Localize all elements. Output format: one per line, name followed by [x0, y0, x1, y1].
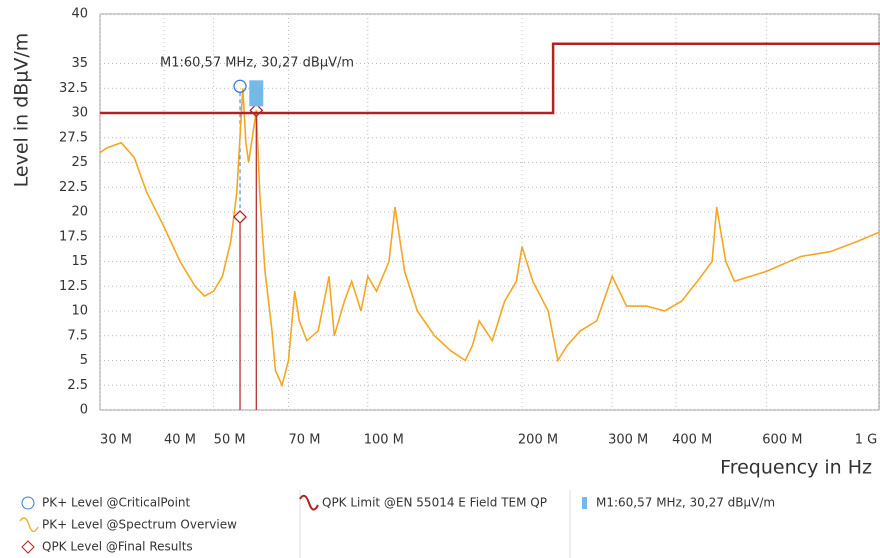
y-tick-label: 15 [71, 254, 88, 269]
y-tick-label: 0 [80, 403, 88, 418]
marker-annotation: M1:60,57 MHz, 30,27 dBµV/m [160, 56, 354, 71]
final-result-point [249, 103, 264, 118]
y-tick-label: 22.5 [59, 180, 88, 195]
final-result-point [233, 210, 247, 224]
x-tick-label: 200 M [518, 433, 558, 448]
y-tick-label: 30 [71, 106, 88, 121]
legend-label: PK+ Level @CriticalPoint [42, 496, 191, 510]
y-tick-label: 25 [71, 155, 88, 170]
y-tick-label: 12.5 [59, 279, 88, 294]
x-axis-label: Frequency in Hz [720, 457, 872, 479]
legend-icon [582, 497, 587, 509]
legend-label: PK+ Level @Spectrum Overview [42, 518, 237, 532]
y-tick-label: 7.5 [67, 328, 88, 343]
y-tick-label: 2.5 [67, 378, 88, 393]
x-tick-label: 400 M [672, 433, 712, 448]
x-tick-label: 100 M [364, 433, 404, 448]
x-tick-label: 70 M [289, 433, 321, 448]
y-tick-label: 10 [71, 304, 88, 319]
x-tick-label: 30 M [100, 433, 132, 448]
legend-icon [21, 540, 35, 554]
y-tick-label: 35 [71, 56, 88, 71]
critical-point [233, 79, 247, 93]
y-tick-label: 32.5 [59, 81, 88, 96]
legend-icon [299, 494, 319, 511]
legend-label: QPK Limit @EN 55014 E Field TEM QP [322, 496, 547, 510]
limit-line [100, 42, 880, 115]
x-tick-label: 40 M [164, 433, 196, 448]
y-tick-label: 20 [71, 205, 88, 220]
y-tick-label: 5 [80, 353, 88, 368]
y-tick-label: 17.5 [59, 229, 88, 244]
x-tick-label: 600 M [762, 433, 802, 448]
y-tick-label: 27.5 [59, 130, 88, 145]
marker-flag [249, 80, 264, 107]
legend-icon [21, 496, 35, 510]
x-tick-label: 300 M [608, 433, 648, 448]
x-tick-label: 1 G [855, 433, 877, 448]
legend-label: M1:60,57 MHz, 30,27 dBµV/m [596, 496, 775, 510]
x-tick-label: 50 M [214, 433, 246, 448]
y-axis-label: Level in dBµV/m [11, 33, 33, 188]
y-tick-label: 40 [71, 7, 88, 22]
spectrum-line [99, 88, 880, 388]
legend-label: QPK Level @Final Results [42, 540, 193, 554]
legend-icon [19, 517, 39, 533]
